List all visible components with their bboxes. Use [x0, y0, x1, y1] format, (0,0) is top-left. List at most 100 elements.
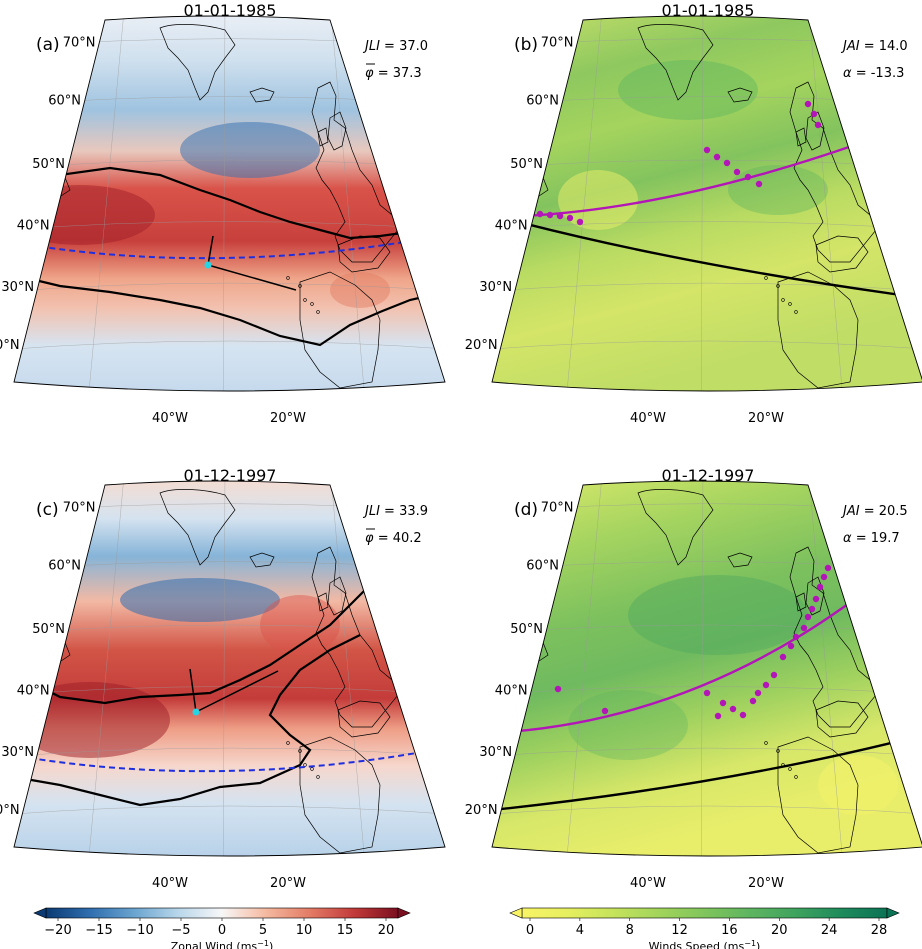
colorbar-label: Winds Speed (ms−1): [649, 939, 761, 949]
latitude-label: 30°N: [479, 280, 512, 295]
latitude-label: 40°N: [17, 219, 50, 234]
latitude-label: 20°N: [465, 803, 498, 818]
latitude-label: 60°N: [526, 559, 559, 574]
longitude-label: 40°W: [630, 876, 666, 891]
panel-title: 01-12-1997: [662, 466, 755, 485]
jet-axis-point: [816, 583, 824, 591]
jet-axis-point: [566, 214, 574, 222]
coastline: [815, 700, 869, 738]
jet-axis-point: [804, 100, 812, 108]
longitude-label: 40°W: [152, 876, 188, 891]
latitude-label: 30°N: [1, 280, 34, 295]
jet-axis-point: [729, 705, 737, 713]
jet-latitude-line: [14, 231, 445, 260]
statistic-label: JLI = 33.9: [362, 504, 428, 519]
jet-axis-point: [546, 211, 554, 219]
jet-axis-point: [800, 624, 808, 632]
jet-axis-point: [787, 642, 795, 650]
colorbar-tick: 28: [871, 923, 888, 938]
colorbar-tick: 4: [576, 923, 584, 938]
statistic-label: φ = 37.3: [365, 66, 422, 81]
colorbar-label: Zonal Wind (ms−1): [171, 939, 274, 949]
coastline: [299, 271, 381, 389]
jet-axis-point: [536, 210, 544, 218]
latitude-label: 70°N: [63, 36, 96, 51]
latitude-label: 70°N: [541, 501, 574, 516]
map-frame: [13, 480, 446, 857]
coastline: [795, 111, 825, 151]
jet-axis-point: [755, 180, 763, 188]
jet-axis-point: [754, 689, 762, 697]
coastline: [311, 81, 399, 263]
colorbar-tick: 15: [337, 923, 354, 938]
coastline: [637, 24, 714, 101]
colorbar-tick: 5: [259, 923, 267, 938]
colorbar-tick: 20: [771, 923, 788, 938]
jet-axis-point: [576, 218, 584, 226]
jet-axis-point: [749, 697, 757, 705]
panel-letter: (c): [36, 500, 59, 520]
reference-arc: [492, 213, 922, 300]
map-panel-d: 01-12-1997 (d) 70°N 60°N 50°N 40°N 30°N 20°N 40°…: [465, 466, 922, 891]
statistic-label: JLI = 37.0: [362, 39, 428, 54]
coastline: [337, 700, 391, 738]
statistic-label: φ = 40.2: [365, 531, 422, 546]
coastline: [637, 489, 714, 566]
map-frame: [491, 15, 922, 392]
coastline: [789, 546, 877, 728]
statistic-label: JAI = 14.0: [840, 39, 908, 54]
coastline: [727, 87, 753, 103]
colorbar-speed: 0 4 8 12 16 20 24 28 Winds Speed (ms−1): [509, 907, 900, 949]
panel-title: 01-01-1985: [184, 1, 277, 20]
longitude-label: 20°W: [270, 876, 306, 891]
jet-axis-point: [820, 573, 828, 581]
panel-title: 01-12-1997: [184, 466, 277, 485]
jet-latitude-line: [14, 744, 445, 773]
latitude-label: 20°N: [465, 338, 498, 353]
field-shading: [492, 481, 922, 856]
latitude-label: 70°N: [63, 501, 96, 516]
panel-letter: (d): [514, 500, 538, 520]
colorbar-tick: 16: [721, 923, 738, 938]
longitude-label: 20°W: [748, 411, 784, 426]
map-panel-a: 01-01-1985 (a)70°N 60°N 50°N 40°N 30°N 20°N 40°…: [0, 1, 446, 426]
colorbar-tick: −10: [126, 923, 153, 938]
latitude-label: 30°N: [479, 745, 512, 760]
longitude-label: 40°W: [152, 411, 188, 426]
colorbar-tick: 0: [218, 923, 226, 938]
jet-axis-point: [719, 699, 727, 707]
jet-axis-point: [770, 671, 778, 679]
coastline: [299, 736, 381, 854]
coastline: [249, 552, 275, 568]
colorbar-tick: −5: [171, 923, 190, 938]
statistic-label: JAI = 20.5: [840, 504, 908, 519]
jet-axis-point: [792, 633, 800, 641]
latitude-label: 70°N: [541, 36, 574, 51]
latitude-label: 60°N: [526, 94, 559, 109]
latitude-label: 50°N: [32, 157, 65, 172]
panel-title: 01-01-1985: [662, 1, 755, 20]
coastline: [795, 576, 825, 616]
panel-letter: (b): [514, 35, 538, 55]
jet-axis-point: [779, 653, 787, 661]
jet-axis-point: [723, 159, 731, 167]
jet-axis-point: [814, 121, 822, 129]
jet-axis-point: [739, 711, 747, 719]
jet-axis-point: [762, 681, 770, 689]
jet-contour: [14, 554, 382, 807]
longitude-label: 20°W: [748, 876, 784, 891]
jet-axis-point: [714, 712, 722, 720]
longitude-label: 40°W: [630, 411, 666, 426]
colorbar-tick: 8: [626, 923, 634, 938]
jet-axis-point: [514, 210, 522, 218]
latitude-label: 20°N: [0, 803, 20, 818]
colorbar-tick: 20: [378, 923, 395, 938]
jet-axis-point: [812, 595, 820, 603]
jet-contour: [14, 150, 445, 347]
colorbar-tick: 24: [821, 923, 838, 938]
map-panel-b: 01-01-1985 (b) 70°N 60°N 50°N 40°N 30°N 20°N 40°…: [465, 1, 922, 426]
jet-axis-point: [556, 212, 564, 220]
colorbar-tick: 0: [526, 923, 534, 938]
latitude-label: 50°N: [32, 622, 65, 637]
